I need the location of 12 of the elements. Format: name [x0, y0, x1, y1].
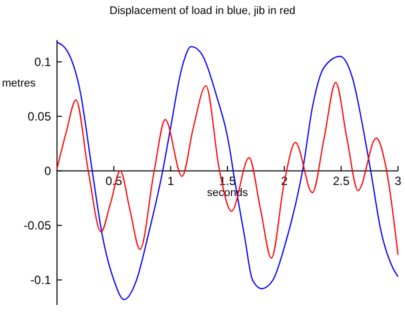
y-tick-label: 0.05 — [28, 109, 52, 124]
y-axis-title: metres — [2, 77, 36, 90]
line-series — [56, 82, 399, 259]
x-tick-label: 2.5 — [332, 174, 350, 188]
x-tick-label: 1 — [167, 174, 174, 188]
y-tick-label: 0 — [44, 164, 52, 178]
y-tick-label: 0.1 — [34, 54, 52, 69]
chart-title: Displacement of load in blue, jib in red — [110, 5, 296, 17]
line-series — [56, 42, 399, 300]
y-tick-label: -0.05 — [24, 218, 52, 232]
x-tick-label: 3 — [394, 174, 402, 188]
y-tick-label: -0.1 — [30, 272, 52, 287]
